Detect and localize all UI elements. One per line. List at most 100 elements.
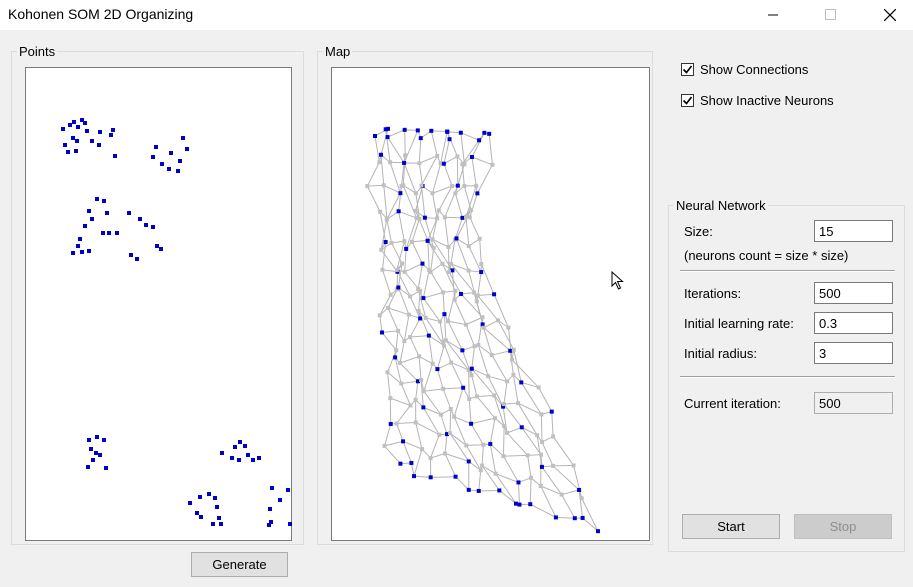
inactive-neuron bbox=[408, 403, 413, 408]
neuron-connection bbox=[422, 407, 440, 435]
inactive-neuron bbox=[408, 294, 413, 299]
active-neuron bbox=[488, 441, 493, 446]
neuron-connection bbox=[380, 154, 385, 186]
neuron-connection bbox=[401, 162, 405, 187]
neuron-connection bbox=[396, 240, 405, 271]
neuron-connection bbox=[385, 129, 391, 163]
neuron-connection bbox=[374, 135, 380, 163]
size-note: (neurons count = size * size) bbox=[684, 248, 849, 263]
inactive-neuron bbox=[539, 412, 544, 417]
inactive-neuron bbox=[443, 451, 448, 456]
neuron-connection bbox=[476, 394, 495, 397]
inactive-neuron bbox=[472, 290, 477, 295]
data-point bbox=[243, 444, 247, 448]
radius-label: Initial radius: bbox=[684, 346, 757, 361]
neuron-connection bbox=[471, 368, 489, 377]
neuron-connection bbox=[470, 417, 496, 425]
data-point bbox=[220, 451, 224, 455]
neuron-connection bbox=[430, 476, 456, 478]
close-button[interactable] bbox=[867, 0, 913, 30]
checkbox-checked-icon[interactable] bbox=[681, 94, 694, 107]
neuron-connection bbox=[465, 445, 482, 471]
neuron-connection bbox=[443, 290, 456, 293]
neuron-connection bbox=[415, 422, 440, 436]
neuron-connection bbox=[410, 462, 415, 477]
neuron-connection bbox=[477, 295, 499, 321]
inactive-neuron bbox=[402, 239, 407, 244]
active-neuron bbox=[396, 285, 401, 290]
neuron-connection bbox=[399, 362, 419, 382]
title-bar: Kohonen SOM 2D Organizing bbox=[0, 0, 913, 30]
neuron-connection bbox=[483, 319, 499, 329]
data-point bbox=[83, 224, 87, 228]
neuron-connection bbox=[420, 155, 438, 186]
active-neuron bbox=[469, 421, 474, 426]
neuron-connection bbox=[460, 132, 480, 141]
neuron-connection bbox=[454, 299, 467, 325]
active-neuron bbox=[380, 330, 385, 335]
iterations-label: Iterations: bbox=[684, 286, 742, 301]
radius-input[interactable] bbox=[814, 342, 893, 364]
active-neuron bbox=[476, 488, 481, 493]
neuron-connection bbox=[438, 185, 453, 211]
data-point bbox=[233, 445, 237, 449]
neuron-connection bbox=[413, 475, 431, 478]
data-point bbox=[251, 458, 255, 462]
current-iteration-label: Current iteration: bbox=[684, 396, 781, 411]
active-neuron bbox=[519, 425, 524, 430]
active-neuron bbox=[418, 136, 423, 141]
neuron-connection bbox=[447, 320, 463, 351]
inactive-neuron bbox=[378, 209, 383, 214]
inactive-neuron bbox=[430, 237, 435, 242]
data-point bbox=[87, 209, 91, 213]
inactive-neuron bbox=[442, 343, 447, 348]
inactive-neuron bbox=[506, 325, 511, 330]
inactive-neuron bbox=[446, 245, 451, 250]
neuron-connection bbox=[471, 368, 495, 396]
data-point bbox=[181, 136, 185, 140]
learning-rate-input[interactable] bbox=[814, 312, 893, 334]
neuron-connection bbox=[411, 218, 420, 243]
inactive-neuron bbox=[551, 434, 556, 439]
neuron-connection bbox=[387, 129, 405, 138]
active-neuron bbox=[553, 515, 558, 520]
inactive-neuron bbox=[442, 215, 447, 220]
points-group bbox=[11, 51, 304, 545]
neuron-connection bbox=[432, 185, 453, 194]
neuron-connection bbox=[384, 440, 404, 447]
size-input[interactable] bbox=[814, 220, 893, 242]
data-point bbox=[167, 167, 171, 171]
neuron-connection bbox=[443, 139, 451, 164]
checkbox-checked-icon[interactable] bbox=[681, 63, 694, 76]
inactive-neuron bbox=[389, 240, 394, 245]
map-group-label: Map bbox=[323, 44, 353, 59]
neuron-connection bbox=[403, 314, 410, 342]
inactive-neuron bbox=[455, 154, 460, 159]
start-button[interactable]: Start bbox=[682, 514, 780, 539]
neuron-connection bbox=[440, 131, 448, 164]
neuron-connection bbox=[413, 448, 423, 477]
neuron-connection bbox=[453, 416, 472, 425]
inactive-neuron bbox=[453, 288, 458, 293]
neuron-connection bbox=[386, 219, 393, 244]
neuron-connection bbox=[483, 327, 511, 352]
neuron-connection bbox=[415, 185, 424, 211]
generate-button[interactable]: Generate bbox=[191, 552, 288, 577]
inactive-neuron bbox=[430, 191, 435, 196]
inactive-neuron bbox=[377, 313, 382, 318]
points-canvas[interactable] bbox=[25, 67, 292, 541]
neuron-connection bbox=[461, 139, 480, 165]
active-neuron bbox=[477, 138, 482, 143]
show-inactive-neurons-checkbox[interactable]: Show Inactive Neurons bbox=[681, 93, 834, 108]
data-point bbox=[95, 197, 99, 201]
inactive-neuron bbox=[516, 401, 521, 406]
minimize-button[interactable] bbox=[750, 0, 796, 30]
neuron-connection bbox=[404, 129, 406, 156]
inactive-neuron bbox=[474, 299, 479, 304]
map-canvas[interactable] bbox=[331, 67, 650, 541]
iterations-input[interactable] bbox=[814, 282, 893, 304]
neuron-connection bbox=[512, 374, 519, 404]
neuron-connection bbox=[553, 464, 574, 467]
show-connections-checkbox[interactable]: Show Connections bbox=[681, 62, 808, 77]
inactive-neuron bbox=[394, 421, 399, 426]
